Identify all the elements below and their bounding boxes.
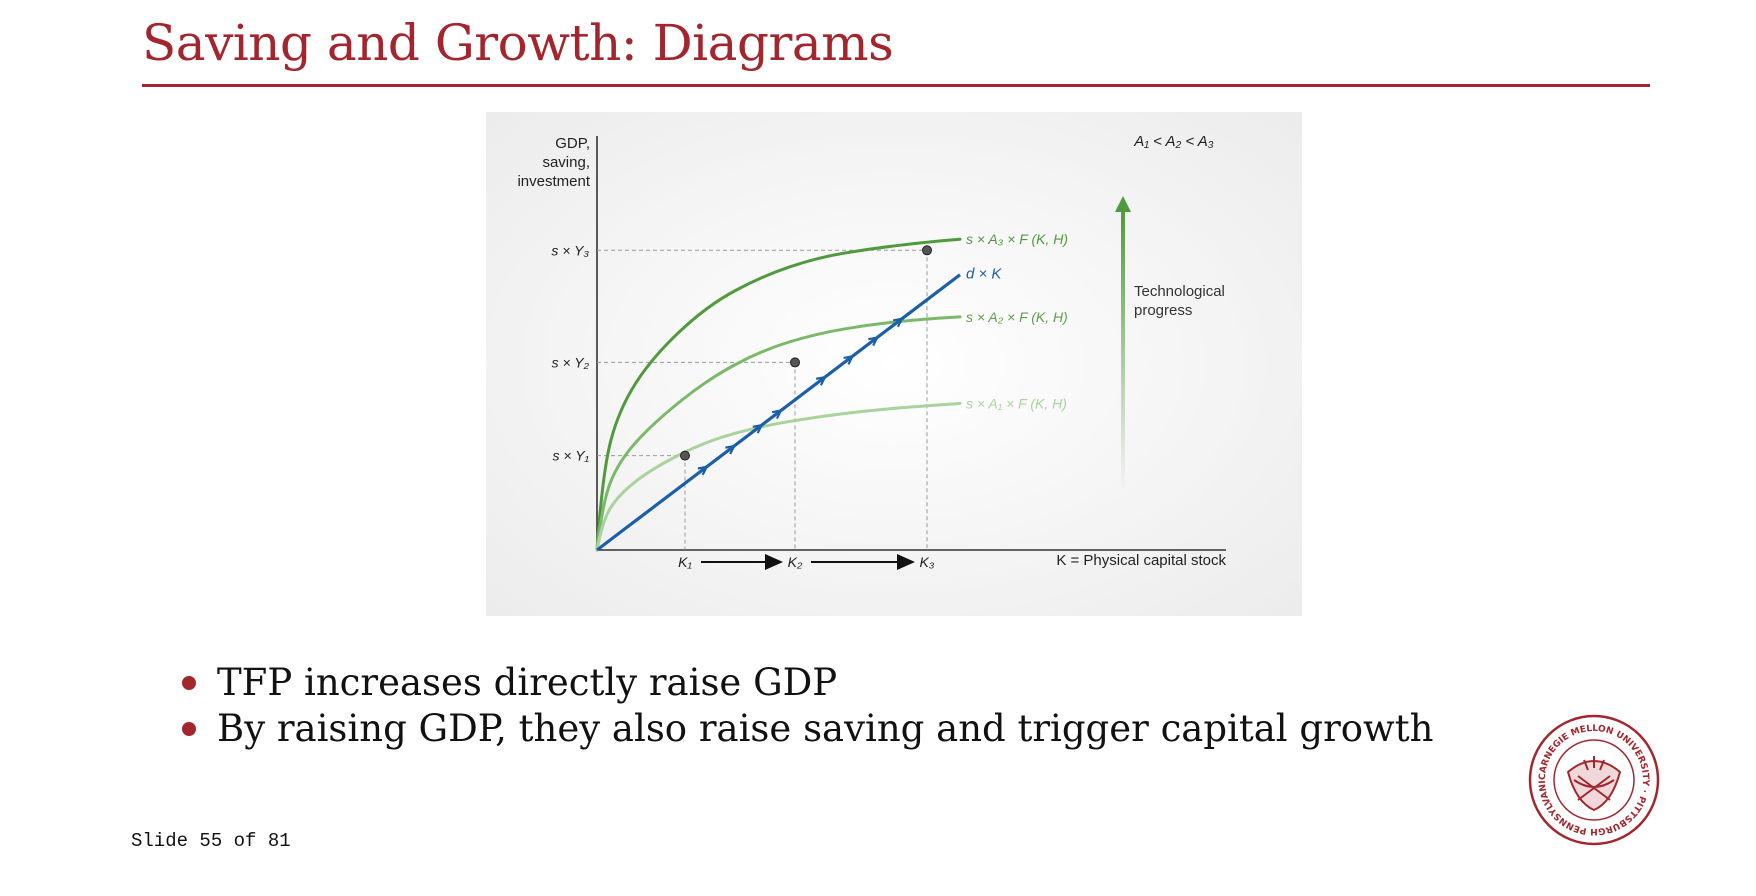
equilibrium-points bbox=[680, 245, 932, 461]
x-tick-label-k3: K₃ bbox=[920, 554, 935, 570]
bullet-dot-icon bbox=[182, 676, 196, 690]
x-axis-label: K = Physical capital stock bbox=[1056, 552, 1226, 569]
depreciation-line-label: d × K bbox=[966, 266, 1002, 283]
line-direction-arrow-icon bbox=[815, 375, 827, 386]
bullet-item: TFP increases directly raise GDP bbox=[180, 660, 1433, 706]
title-rule bbox=[142, 84, 1650, 87]
production-curves bbox=[595, 237, 962, 552]
y-axis-label-line-1: GDP, bbox=[555, 135, 590, 152]
x-tick-label-k1: K₁ bbox=[678, 554, 692, 570]
tech-progress-label-line-1: Technological bbox=[1134, 283, 1225, 300]
line-direction-arrow-icon bbox=[771, 409, 783, 420]
tech-progress-label-line-2: progress bbox=[1134, 302, 1192, 319]
line-direction-arrow-icon bbox=[752, 423, 764, 434]
bullet-dot-icon bbox=[182, 722, 196, 736]
line-direction-arrow-icon bbox=[725, 444, 737, 455]
equilibrium-point bbox=[680, 450, 690, 461]
curve-a2 bbox=[595, 315, 962, 552]
solow-diagram: GDP, saving, investment A₁ < A₂ < A₃ d ×… bbox=[486, 112, 1302, 616]
bullet-text: By raising GDP, they also raise saving a… bbox=[217, 707, 1434, 750]
slide-counter: Slide 55 of 81 bbox=[131, 830, 291, 852]
slide-title: Saving and Growth: Diagrams bbox=[142, 14, 894, 72]
y-axis-label-line-2: saving, bbox=[542, 154, 590, 171]
x-tick-label-k2: K₂ bbox=[788, 554, 803, 570]
depreciation-line bbox=[596, 273, 961, 552]
condition-label: A₁ < A₂ < A₃ bbox=[1133, 133, 1214, 150]
tech-progress-arrow-shaft bbox=[1121, 208, 1125, 490]
curve-label-a1: s × A₁ × F (K, H) bbox=[966, 395, 1067, 411]
y-axis-label-line-3: investment bbox=[517, 173, 590, 190]
curve-a1 bbox=[595, 401, 962, 552]
curve-label-a3: s × A₃ × F (K, H) bbox=[966, 231, 1068, 247]
y-tick-label-sy1: s × Y₁ bbox=[553, 448, 590, 464]
line-direction-arrow-icon bbox=[868, 336, 880, 347]
line-direction-arrow-icon bbox=[697, 465, 709, 476]
university-seal-logo: CARNEGIE MELLON UNIVERSITY · PITTSBURGH … bbox=[1528, 714, 1660, 846]
equilibrium-point bbox=[922, 245, 932, 256]
bullet-list: TFP increases directly raise GDP By rais… bbox=[180, 660, 1433, 752]
tech-progress-arrowhead-icon bbox=[1115, 196, 1131, 212]
y-tick-label-sy3: s × Y₃ bbox=[551, 242, 589, 258]
equilibrium-point bbox=[790, 357, 800, 368]
line-direction-arrow-icon bbox=[843, 354, 855, 365]
solow-diagram-figure: GDP, saving, investment A₁ < A₂ < A₃ d ×… bbox=[486, 112, 1302, 616]
curve-a3 bbox=[595, 237, 962, 552]
bullet-item: By raising GDP, they also raise saving a… bbox=[180, 706, 1433, 752]
curve-label-a2: s × A₂ × F (K, H) bbox=[966, 309, 1068, 325]
y-tick-label-sy2: s × Y₂ bbox=[552, 354, 590, 370]
line-direction-arrow-icon bbox=[892, 317, 904, 328]
bullet-text: TFP increases directly raise GDP bbox=[217, 661, 838, 704]
depreciation-line-arrows bbox=[697, 317, 904, 476]
